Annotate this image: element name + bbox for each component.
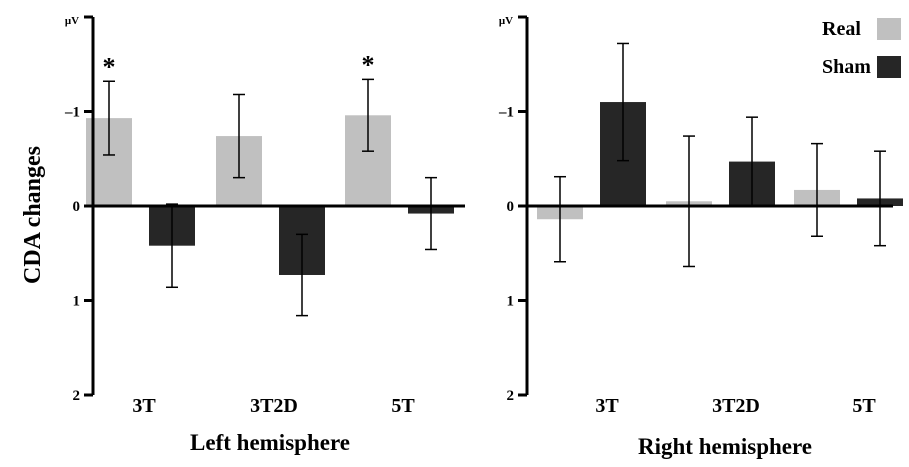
legend-swatch [877, 56, 901, 78]
significance-marker: * [362, 50, 375, 79]
y-axis-label: CDA changes [20, 146, 46, 284]
x-tick-label: 3T [132, 395, 156, 417]
significance-marker: * [103, 52, 116, 81]
x-tick-label: 5T [852, 395, 876, 417]
y-tick-label: –1 [498, 105, 514, 121]
y-tick-label: 0 [73, 199, 81, 215]
x-tick-label: 5T [391, 395, 415, 417]
y-unit-label: μV [65, 15, 79, 27]
y-tick-label: 0 [507, 199, 515, 215]
legend-label: Real [822, 18, 861, 40]
y-tick-label: 1 [73, 294, 81, 310]
legend-swatch [877, 18, 901, 40]
legend-label: Sham [822, 56, 871, 78]
x-tick-label: 3T2D [250, 395, 298, 417]
panel-title: Right hemisphere [638, 434, 812, 459]
x-tick-label: 3T [595, 395, 619, 417]
y-tick-label: 2 [507, 388, 515, 404]
x-tick-label: 3T2D [712, 395, 760, 417]
y-tick-label: –1 [64, 105, 80, 121]
panel-title: Left hemisphere [190, 430, 350, 455]
y-tick-label: 2 [73, 388, 81, 404]
y-unit-label: μV [499, 15, 513, 27]
y-tick-label: 1 [507, 294, 515, 310]
